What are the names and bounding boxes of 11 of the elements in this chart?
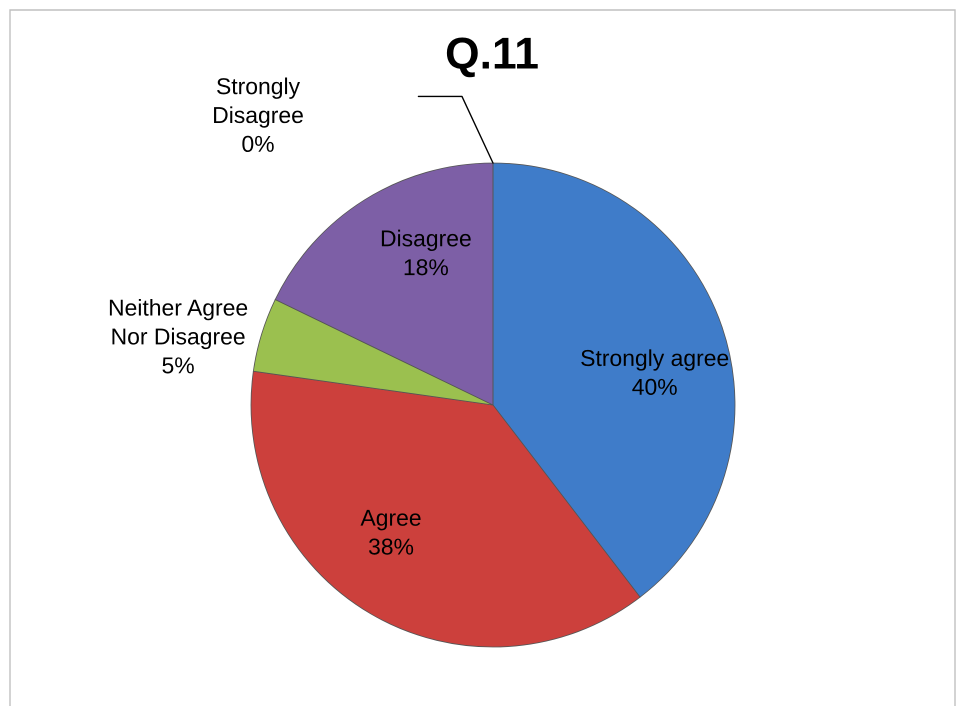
text: 0% xyxy=(242,136,274,152)
slice-label: Neither Agree Nor Disagree xyxy=(110,298,248,350)
slice-label: Strongly agree xyxy=(581,349,728,371)
chart-title: Q.11 xyxy=(446,37,538,78)
data-label: 40% xyxy=(632,378,677,395)
category-label: Strongly Disagree xyxy=(214,78,303,128)
data-label: 38% xyxy=(368,538,414,555)
data-label: 5% xyxy=(162,357,194,374)
data-label: 18% xyxy=(404,259,448,276)
slice-label: Disagree xyxy=(382,230,471,252)
slice-label: Agree xyxy=(360,510,421,530)
